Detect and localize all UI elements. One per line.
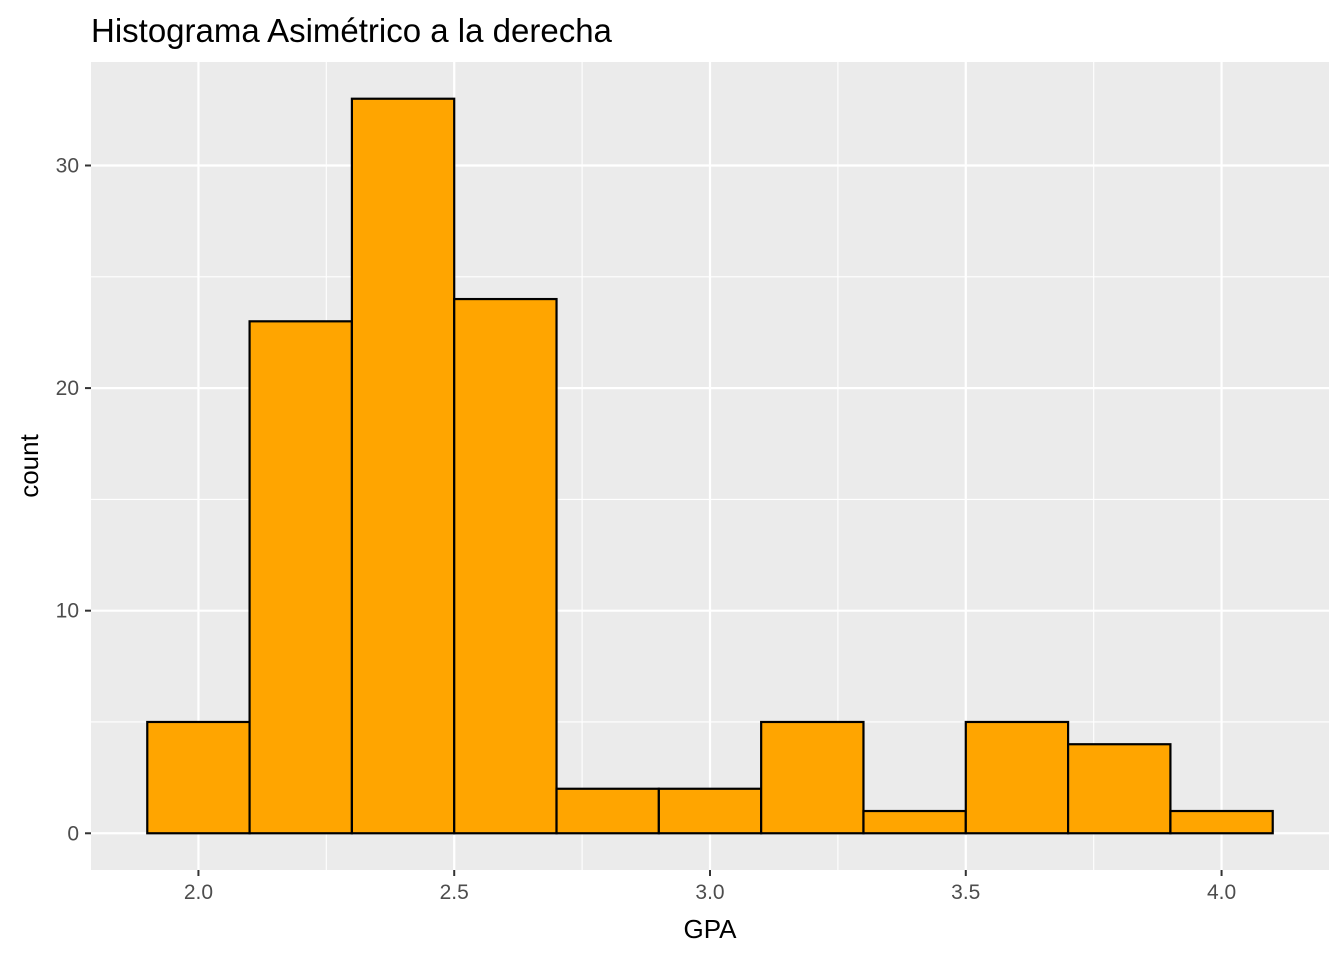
histogram-bar [862,809,967,835]
x-tick-label: 2.5 [440,881,469,904]
histogram-bar [760,720,865,835]
histogram-bar [964,720,1070,835]
histogram-bar [657,787,763,835]
x-tick-label: 2.0 [184,881,213,904]
histogram-bar [1169,809,1274,835]
y-tick-label: 20 [56,377,79,400]
x-tick-label: 3.0 [695,881,724,904]
histogram-bars [146,97,1274,835]
x-axis-title: GPA [684,914,738,944]
y-axis-title: count [14,433,44,497]
chart-title: Histograma Asimétrico a la derecha [91,12,613,49]
x-tick-label: 3.5 [951,881,980,904]
histogram-bar [146,720,251,835]
x-axis: 2.0 2.5 3.0 3.5 4.0 [184,870,1236,904]
x-tick-label: 4.0 [1207,881,1236,904]
histogram-bar [555,787,660,835]
y-tick-label: 30 [56,155,79,178]
histogram-bar [350,97,456,835]
y-axis: 0 10 20 30 [56,155,91,845]
histogram-bar [1066,743,1172,835]
y-tick-label: 10 [56,600,79,623]
histogram-bar [248,320,354,835]
histogram-bar [453,297,558,835]
y-tick-label: 0 [67,822,79,845]
